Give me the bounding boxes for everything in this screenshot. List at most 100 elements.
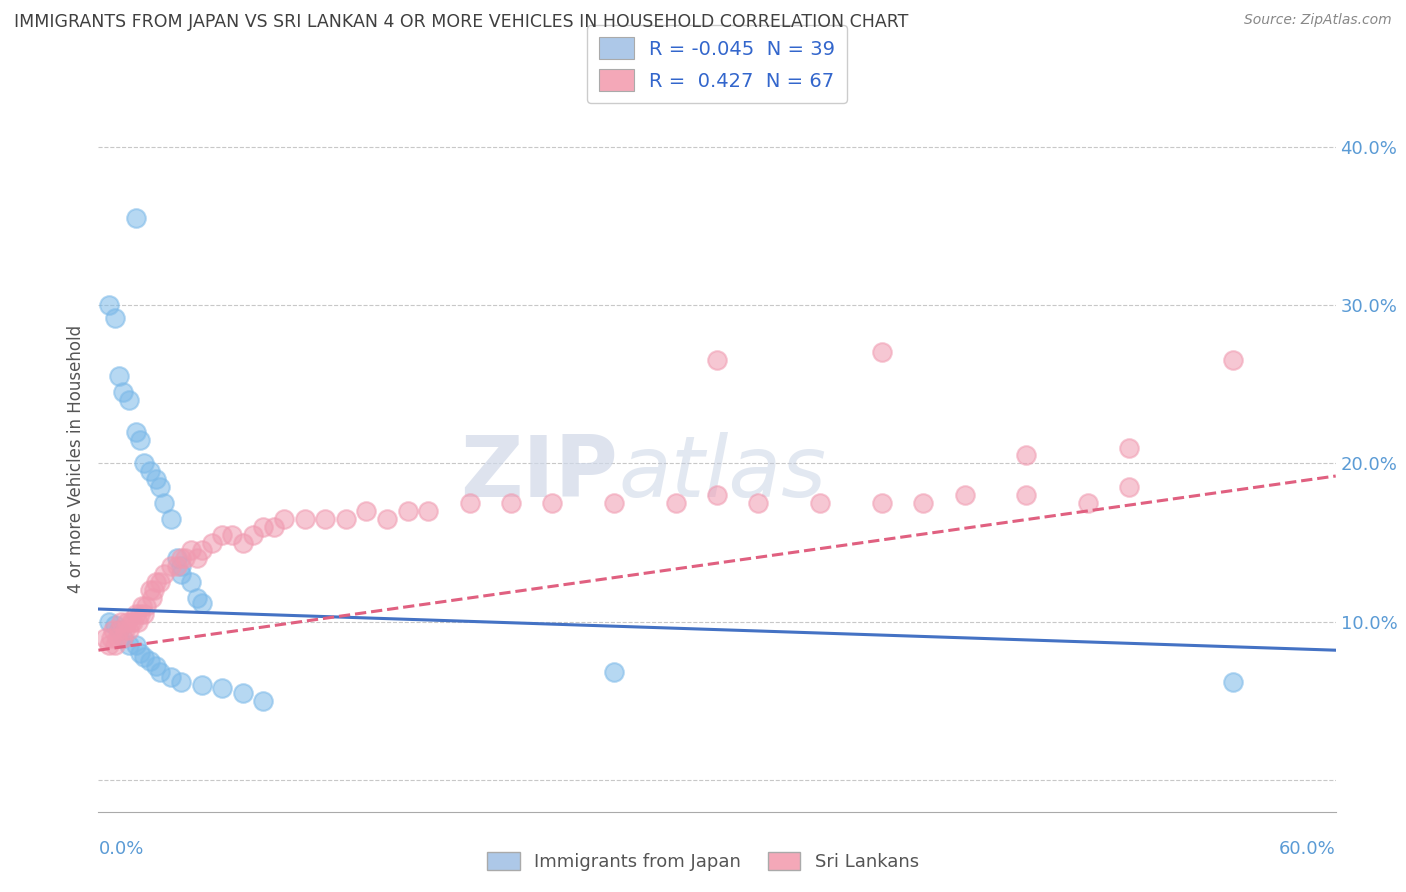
Point	[706, 353, 728, 368]
Point	[1118, 480, 1140, 494]
Point	[124, 639, 146, 653]
Point	[335, 512, 357, 526]
Point	[159, 512, 181, 526]
Point	[170, 567, 193, 582]
Point	[114, 623, 136, 637]
Point	[120, 615, 142, 629]
Point	[145, 659, 167, 673]
Point	[314, 512, 336, 526]
Point	[122, 615, 145, 629]
Point	[190, 596, 212, 610]
Point	[170, 674, 193, 689]
Point	[93, 631, 115, 645]
Point	[139, 582, 162, 597]
Point	[118, 639, 141, 653]
Point	[180, 575, 202, 590]
Point	[145, 575, 167, 590]
Point	[232, 535, 254, 549]
Point	[101, 623, 124, 637]
Text: IMMIGRANTS FROM JAPAN VS SRI LANKAN 4 OR MORE VEHICLES IN HOUSEHOLD CORRELATION : IMMIGRANTS FROM JAPAN VS SRI LANKAN 4 OR…	[14, 13, 908, 31]
Point	[356, 504, 378, 518]
Point	[108, 369, 131, 384]
Point	[1015, 488, 1038, 502]
Point	[100, 631, 122, 645]
Text: atlas: atlas	[619, 432, 827, 515]
Point	[1118, 441, 1140, 455]
Point	[141, 591, 163, 605]
Point	[112, 631, 135, 645]
Point	[128, 433, 150, 447]
Point	[159, 559, 181, 574]
Point	[166, 559, 188, 574]
Point	[143, 582, 166, 597]
Point	[97, 615, 120, 629]
Point	[201, 535, 224, 549]
Point	[458, 496, 481, 510]
Point	[1077, 496, 1099, 510]
Point	[186, 591, 208, 605]
Legend: R = -0.045  N = 39, R =  0.427  N = 67: R = -0.045 N = 39, R = 0.427 N = 67	[588, 25, 846, 103]
Point	[124, 425, 146, 439]
Point	[665, 496, 688, 510]
Text: 60.0%: 60.0%	[1279, 840, 1336, 858]
Point	[418, 504, 440, 518]
Point	[747, 496, 769, 510]
Y-axis label: 4 or more Vehicles in Household: 4 or more Vehicles in Household	[66, 326, 84, 593]
Point	[870, 345, 893, 359]
Point	[174, 551, 197, 566]
Point	[104, 618, 127, 632]
Point	[108, 623, 131, 637]
Point	[242, 527, 264, 541]
Point	[1222, 674, 1244, 689]
Point	[263, 519, 285, 533]
Point	[112, 385, 135, 400]
Point	[706, 488, 728, 502]
Point	[108, 623, 131, 637]
Point	[118, 392, 141, 407]
Point	[603, 665, 626, 680]
Point	[375, 512, 398, 526]
Text: ZIP: ZIP	[460, 432, 619, 515]
Point	[149, 480, 172, 494]
Point	[396, 504, 419, 518]
Point	[1222, 353, 1244, 368]
Text: Source: ZipAtlas.com: Source: ZipAtlas.com	[1244, 13, 1392, 28]
Point	[221, 527, 243, 541]
Text: 0.0%: 0.0%	[98, 840, 143, 858]
Point	[132, 607, 155, 621]
Point	[211, 681, 233, 696]
Point	[190, 543, 212, 558]
Point	[294, 512, 316, 526]
Point	[131, 599, 153, 613]
Point	[180, 543, 202, 558]
Point	[110, 615, 132, 629]
Point	[273, 512, 295, 526]
Point	[139, 654, 162, 668]
Point	[112, 631, 135, 645]
Point	[211, 527, 233, 541]
Point	[252, 694, 274, 708]
Point	[105, 631, 128, 645]
Point	[953, 488, 976, 502]
Point	[186, 551, 208, 566]
Point	[170, 559, 193, 574]
Point	[603, 496, 626, 510]
Point	[104, 310, 127, 325]
Legend: Immigrants from Japan, Sri Lankans: Immigrants from Japan, Sri Lankans	[479, 845, 927, 879]
Point	[166, 551, 188, 566]
Point	[104, 639, 127, 653]
Point	[97, 639, 120, 653]
Point	[118, 623, 141, 637]
Point	[159, 670, 181, 684]
Point	[870, 496, 893, 510]
Point	[912, 496, 935, 510]
Point	[170, 551, 193, 566]
Point	[128, 607, 150, 621]
Point	[97, 298, 120, 312]
Point	[127, 615, 149, 629]
Point	[153, 496, 176, 510]
Point	[128, 646, 150, 660]
Point	[132, 456, 155, 470]
Point	[124, 211, 146, 225]
Point	[1015, 449, 1038, 463]
